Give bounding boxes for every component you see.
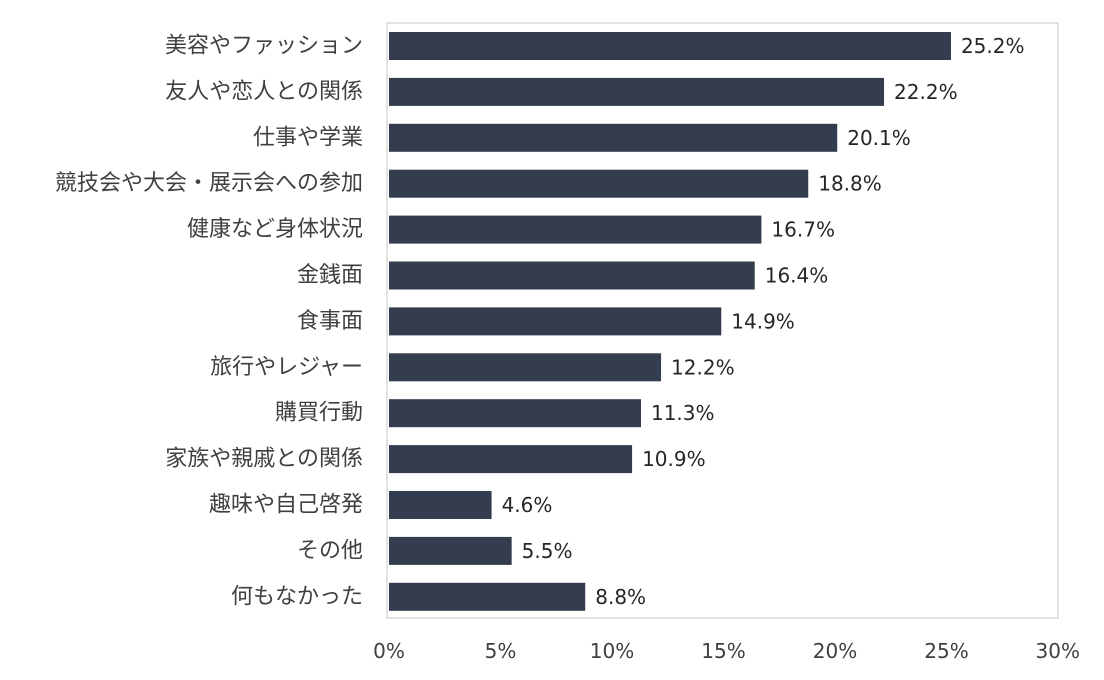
category-label: 金銭面 bbox=[297, 263, 363, 288]
bar bbox=[389, 123, 838, 152]
bar bbox=[389, 261, 755, 290]
value-label: 22.2% bbox=[894, 80, 958, 104]
value-label: 8.8% bbox=[595, 585, 646, 609]
category-label: 旅行やレジャー bbox=[210, 355, 363, 380]
value-label: 16.4% bbox=[765, 264, 829, 288]
category-label: 仕事や学業 bbox=[253, 125, 363, 150]
bar bbox=[389, 399, 641, 428]
category-label: その他 bbox=[297, 538, 363, 563]
value-labels-group: 25.2%22.2% 20.1% 18.8% 16.7% 16.4% 14.9% 12.2%… bbox=[502, 34, 1025, 609]
bar bbox=[389, 32, 951, 60]
bar bbox=[389, 77, 885, 106]
category-label: 食事面 bbox=[297, 309, 363, 334]
category-label: 友人や恋人との関係 bbox=[165, 79, 363, 104]
category-label: 健康など身体状況 bbox=[187, 217, 363, 242]
value-label: 20.1% bbox=[847, 126, 911, 150]
x-tick-label: 10% bbox=[590, 639, 634, 663]
category-label: 家族や親戚との関係 bbox=[165, 447, 363, 472]
category-label: 購買行動 bbox=[275, 401, 363, 426]
bar bbox=[389, 215, 762, 244]
value-label: 16.7% bbox=[771, 218, 835, 242]
category-label: 競技会や大会・展示会への参加 bbox=[55, 171, 363, 196]
value-label: 25.2% bbox=[961, 34, 1025, 58]
category-label: 美容やファッション bbox=[165, 34, 363, 59]
x-tick-label: 15% bbox=[701, 639, 745, 663]
value-label: 11.3% bbox=[651, 401, 715, 425]
category-label: 何もなかった bbox=[231, 584, 363, 609]
category-labels-group: 美容やファッション友人や恋人との関係仕事や学業競技会や大会・展示会への参加健康な… bbox=[55, 34, 363, 610]
value-label: 5.5% bbox=[522, 539, 573, 563]
value-label: 12.2% bbox=[671, 355, 735, 379]
category-label: 趣味や自己啓発 bbox=[209, 493, 363, 518]
x-tick-label: 20% bbox=[813, 639, 857, 663]
bar bbox=[389, 353, 662, 382]
value-label: 10.9% bbox=[642, 447, 706, 471]
x-tick-label: 5% bbox=[485, 639, 517, 663]
bars-group bbox=[389, 32, 951, 611]
x-axis-ticks-group: 0% 5% 10% 15% 20% 25% 30% bbox=[373, 639, 1080, 663]
x-tick-label: 0% bbox=[373, 639, 405, 663]
bar bbox=[389, 536, 512, 565]
bar bbox=[389, 307, 722, 336]
value-label: 14.9% bbox=[731, 309, 795, 333]
bar bbox=[389, 491, 492, 519]
x-tick-label: 30% bbox=[1036, 639, 1080, 663]
plot-area-frame bbox=[386, 22, 1059, 619]
bar bbox=[389, 582, 586, 611]
bar bbox=[389, 169, 809, 198]
x-tick-label: 25% bbox=[924, 639, 968, 663]
value-label: 18.8% bbox=[818, 172, 882, 196]
value-label: 4.6% bbox=[502, 493, 553, 517]
bar bbox=[389, 445, 633, 474]
